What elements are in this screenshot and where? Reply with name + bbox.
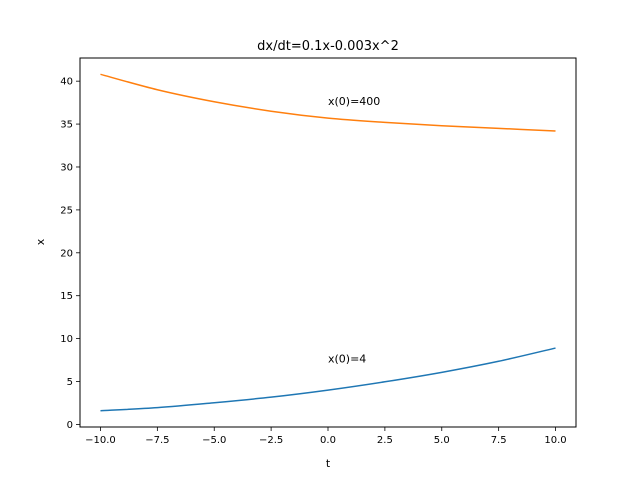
x-tick-label: −10.0 (85, 435, 116, 446)
series-lines (100, 73, 556, 412)
y-tick-label: 5 (67, 377, 73, 388)
x-tick-label: 5.0 (434, 435, 450, 446)
y-axis: 0 5 10 15 20 25 30 35 40 (60, 77, 80, 431)
chart-title: dx/dt=0.1x-0.003x^2 (257, 39, 399, 54)
y-axis-label: x (34, 238, 47, 245)
series-line-0 (100, 347, 556, 412)
y-tick-label: 20 (60, 248, 73, 259)
x-tick-label: 7.5 (491, 435, 507, 446)
annotation-label: x(0)=4 (328, 353, 366, 366)
y-tick-label: 35 (60, 120, 73, 131)
x-axis-label: t (326, 457, 331, 470)
x-tick-label: −7.5 (145, 435, 169, 446)
x-tick-label: 2.5 (377, 435, 393, 446)
y-tick-label: 0 (67, 420, 73, 431)
y-tick-label: 40 (60, 77, 73, 88)
y-tick-label: 10 (60, 334, 73, 345)
x-tick-label: −2.5 (259, 435, 283, 446)
y-tick-label: 25 (60, 205, 73, 216)
y-tick-label: 30 (60, 162, 73, 173)
x-tick-label: 0.0 (320, 435, 336, 446)
x-tick-label: −5.0 (202, 435, 226, 446)
x-tick-label: 10.0 (544, 435, 566, 446)
annotation-label: x(0)=400 (328, 95, 380, 108)
series-line-1 (100, 73, 556, 132)
annotations: x(0)=400 x(0)=4 (328, 95, 380, 365)
x-axis: −10.0 −7.5 −5.0 −2.5 0.0 2.5 5.0 7.5 10.0 (85, 427, 567, 446)
y-tick-label: 15 (60, 291, 73, 302)
